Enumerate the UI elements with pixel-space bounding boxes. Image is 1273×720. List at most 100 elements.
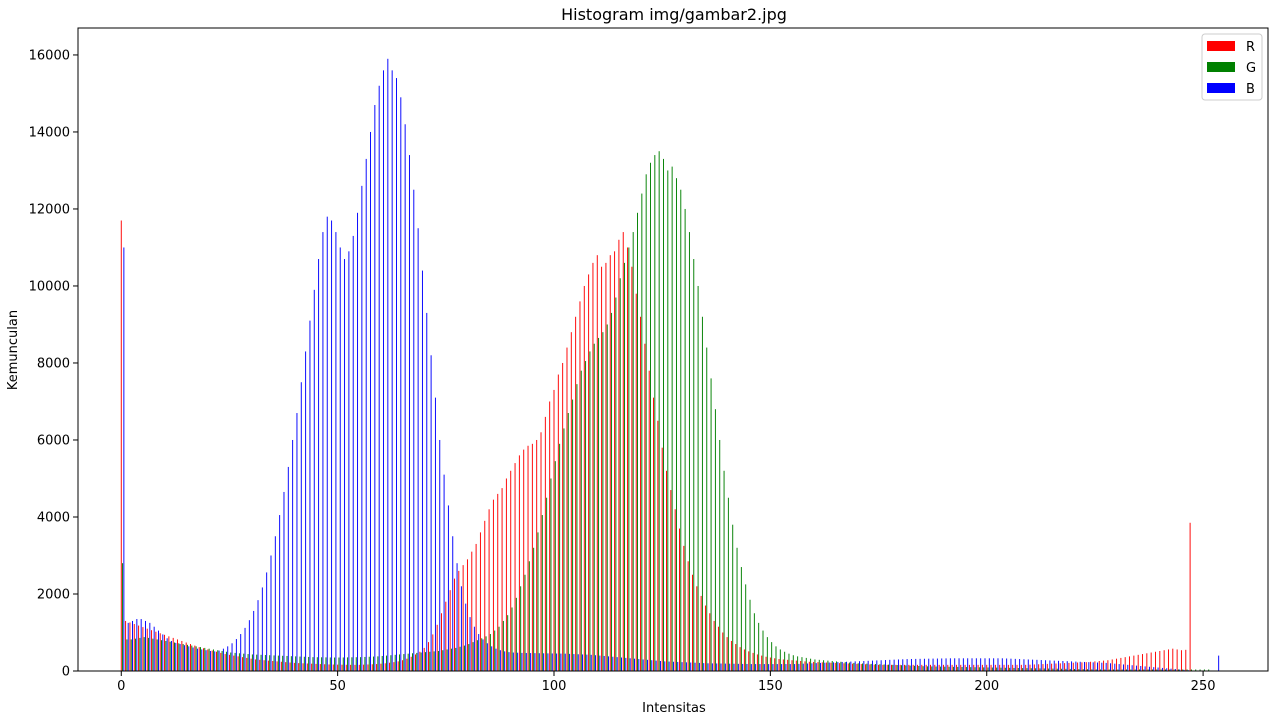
- x-tick-label: 250: [1191, 679, 1216, 694]
- bar-R-100: [553, 389, 555, 671]
- bar-R-183: [912, 664, 914, 671]
- bar-R-225: [1094, 661, 1096, 671]
- bar-R-26: [233, 655, 235, 671]
- bar-R-115: [618, 239, 620, 671]
- bar-R-133: [696, 586, 698, 671]
- bar-G-227: [1104, 669, 1106, 671]
- bar-B-6: [149, 622, 151, 671]
- bar-G-173: [870, 663, 872, 671]
- bar-R-88: [501, 488, 503, 671]
- bar-R-191: [947, 664, 949, 671]
- bar-R-176: [882, 664, 884, 671]
- bar-R-233: [1129, 656, 1130, 671]
- legend-swatch-B: [1207, 83, 1235, 93]
- bar-G-2: [130, 639, 132, 671]
- bar-G-109: [593, 343, 595, 671]
- bar-B-78: [460, 586, 462, 671]
- bar-B-111: [603, 655, 605, 671]
- bar-G-72: [433, 651, 435, 671]
- y-axis-label: Kemunculan: [6, 310, 21, 390]
- bar-G-129: [680, 189, 682, 671]
- bar-G-158: [805, 657, 807, 671]
- bar-R-230: [1116, 658, 1118, 671]
- bar-R-167: [843, 663, 845, 671]
- bar-R-120: [640, 316, 642, 671]
- bar-G-17: [195, 646, 197, 671]
- bar-G-54: [355, 657, 357, 671]
- bar-B-119: [638, 659, 640, 671]
- bar-G-90: [511, 607, 513, 671]
- bar-B-81: [473, 626, 475, 671]
- bar-R-165: [834, 662, 836, 671]
- bar-G-93: [524, 574, 526, 671]
- bar-B-52: [348, 251, 350, 671]
- bar-G-91: [515, 597, 517, 671]
- bar-B-110: [599, 655, 601, 671]
- bar-B-153: [785, 664, 787, 671]
- bar-B-2: [132, 620, 133, 671]
- x-tick-label: 150: [758, 679, 783, 694]
- bar-R-193: [955, 664, 957, 671]
- bar-R-175: [878, 664, 880, 671]
- bar-G-201: [991, 667, 993, 671]
- x-tick-label: 200: [974, 679, 999, 694]
- bar-G-123: [654, 155, 656, 671]
- bar-G-77: [455, 647, 457, 671]
- bar-B-58: [374, 105, 376, 671]
- bar-R-236: [1142, 654, 1143, 671]
- bar-G-225: [1095, 669, 1097, 671]
- bar-R-129: [679, 528, 680, 671]
- bar-B-171: [863, 660, 865, 671]
- bar-R-38: [285, 662, 287, 671]
- bar-B-231: [1122, 664, 1124, 671]
- bar-B-64: [400, 97, 402, 671]
- bar-B-55: [361, 185, 363, 672]
- bar-G-74: [442, 650, 444, 671]
- bar-B-75: [447, 505, 449, 671]
- bar-G-18: [199, 647, 201, 671]
- series-R: [120, 220, 1191, 672]
- bar-R-24: [224, 654, 226, 671]
- bar-B-13: [179, 644, 181, 671]
- bar-R-68: [415, 654, 416, 671]
- bar-R-93: [523, 449, 525, 671]
- bar-R-219: [1068, 662, 1070, 671]
- bar-B-148: [763, 664, 765, 671]
- bar-R-70: [423, 647, 425, 671]
- bar-G-152: [779, 649, 781, 671]
- bar-G-101: [559, 443, 561, 671]
- bar-R-113: [609, 255, 611, 672]
- bar-G-166: [840, 661, 842, 671]
- bar-B-98: [547, 653, 549, 671]
- bar-R-29: [246, 657, 248, 671]
- bar-R-166: [839, 663, 841, 671]
- bar-G-242: [1169, 669, 1171, 671]
- bar-B-101: [560, 653, 562, 671]
- bar-B-212: [1040, 660, 1042, 671]
- bar-G-159: [810, 658, 812, 671]
- bar-R-196: [968, 664, 970, 671]
- bar-R-214: [1046, 663, 1048, 671]
- bar-B-235: [1140, 665, 1142, 671]
- bar-G-212: [1039, 668, 1041, 671]
- bar-G-140: [727, 497, 729, 671]
- bar-R-192: [951, 664, 953, 671]
- bar-R-97: [540, 432, 542, 671]
- bar-B-10: [166, 638, 168, 671]
- bar-G-217: [1061, 668, 1063, 671]
- bar-R-28: [241, 657, 243, 671]
- bar-R-9: [159, 633, 161, 671]
- bar-G-26: [234, 652, 236, 671]
- bar-B-27: [240, 634, 242, 671]
- bar-B-201: [993, 658, 995, 671]
- bar-R-177: [886, 664, 888, 671]
- bar-G-136: [710, 378, 712, 671]
- bar-G-83: [481, 638, 483, 671]
- y-tick-label: 6000: [37, 433, 70, 448]
- bar-R-75: [445, 601, 447, 671]
- bar-G-58: [373, 656, 375, 671]
- bar-B-54: [357, 212, 359, 671]
- bar-R-160: [813, 661, 815, 671]
- bar-G-103: [567, 413, 569, 671]
- series-B: [123, 58, 1220, 672]
